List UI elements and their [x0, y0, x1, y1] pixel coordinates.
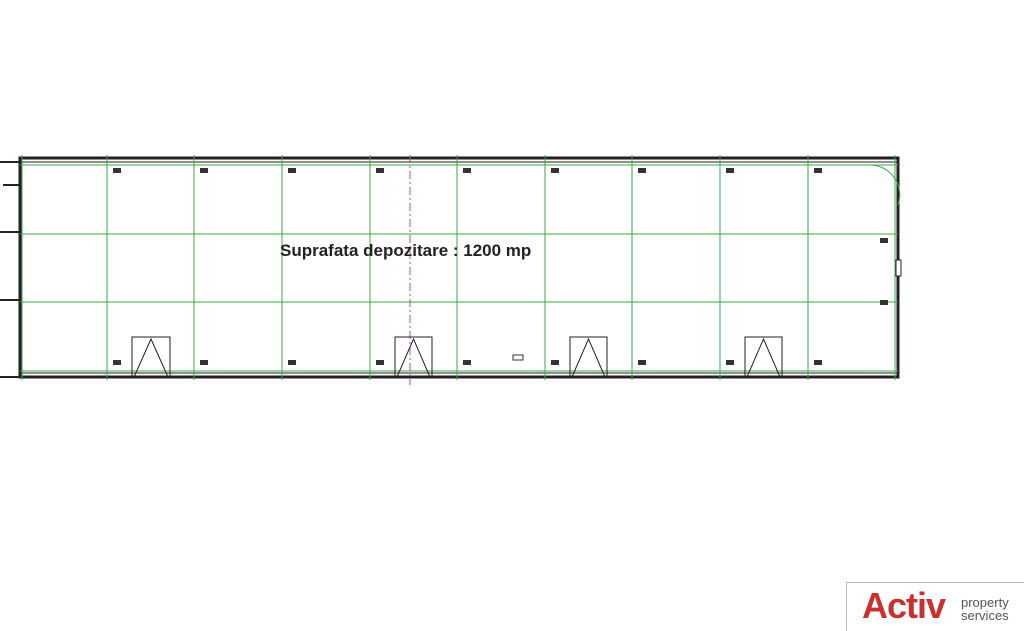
- outer-wall: [18, 156, 900, 379]
- column-tag: [726, 168, 734, 173]
- door-opening-mark: [746, 337, 781, 378]
- column-tag: [551, 168, 559, 173]
- activ-logo: Activ property services: [846, 582, 1024, 631]
- column-tag: [113, 168, 121, 173]
- column-tag: [638, 360, 646, 365]
- logo-tagline: property services: [961, 595, 1009, 623]
- side-door: [895, 259, 902, 277]
- column-tag: [463, 360, 471, 365]
- column-tag: [880, 238, 888, 243]
- columns: [113, 168, 888, 365]
- loading-door: [569, 336, 608, 378]
- column-tag: [551, 360, 559, 365]
- door-swing: [871, 164, 901, 206]
- door-opening-mark: [571, 337, 606, 378]
- loading-doors: [131, 336, 783, 378]
- column-tag: [288, 168, 296, 173]
- storage-area-label: Suprafata depozitare : 1200 mp: [280, 241, 532, 260]
- loading-door: [744, 336, 783, 378]
- column-tag: [726, 360, 734, 365]
- column-tag: [113, 360, 121, 365]
- loading-door: [394, 336, 433, 378]
- column-tag: [288, 360, 296, 365]
- column-tag: [638, 168, 646, 173]
- door-opening-mark: [396, 337, 431, 378]
- column-tag: [880, 300, 888, 305]
- structural-grid: [20, 155, 898, 385]
- column-tag: [814, 360, 822, 365]
- column-tag: [376, 168, 384, 173]
- logo-brand: Activ: [862, 585, 946, 626]
- equipment-mark: [512, 354, 524, 361]
- column-tag: [463, 168, 471, 173]
- loading-door: [131, 336, 171, 378]
- door-opening-mark: [133, 337, 169, 378]
- column-tag: [376, 360, 384, 365]
- column-tag: [814, 168, 822, 173]
- column-tag: [200, 360, 208, 365]
- column-tag: [200, 168, 208, 173]
